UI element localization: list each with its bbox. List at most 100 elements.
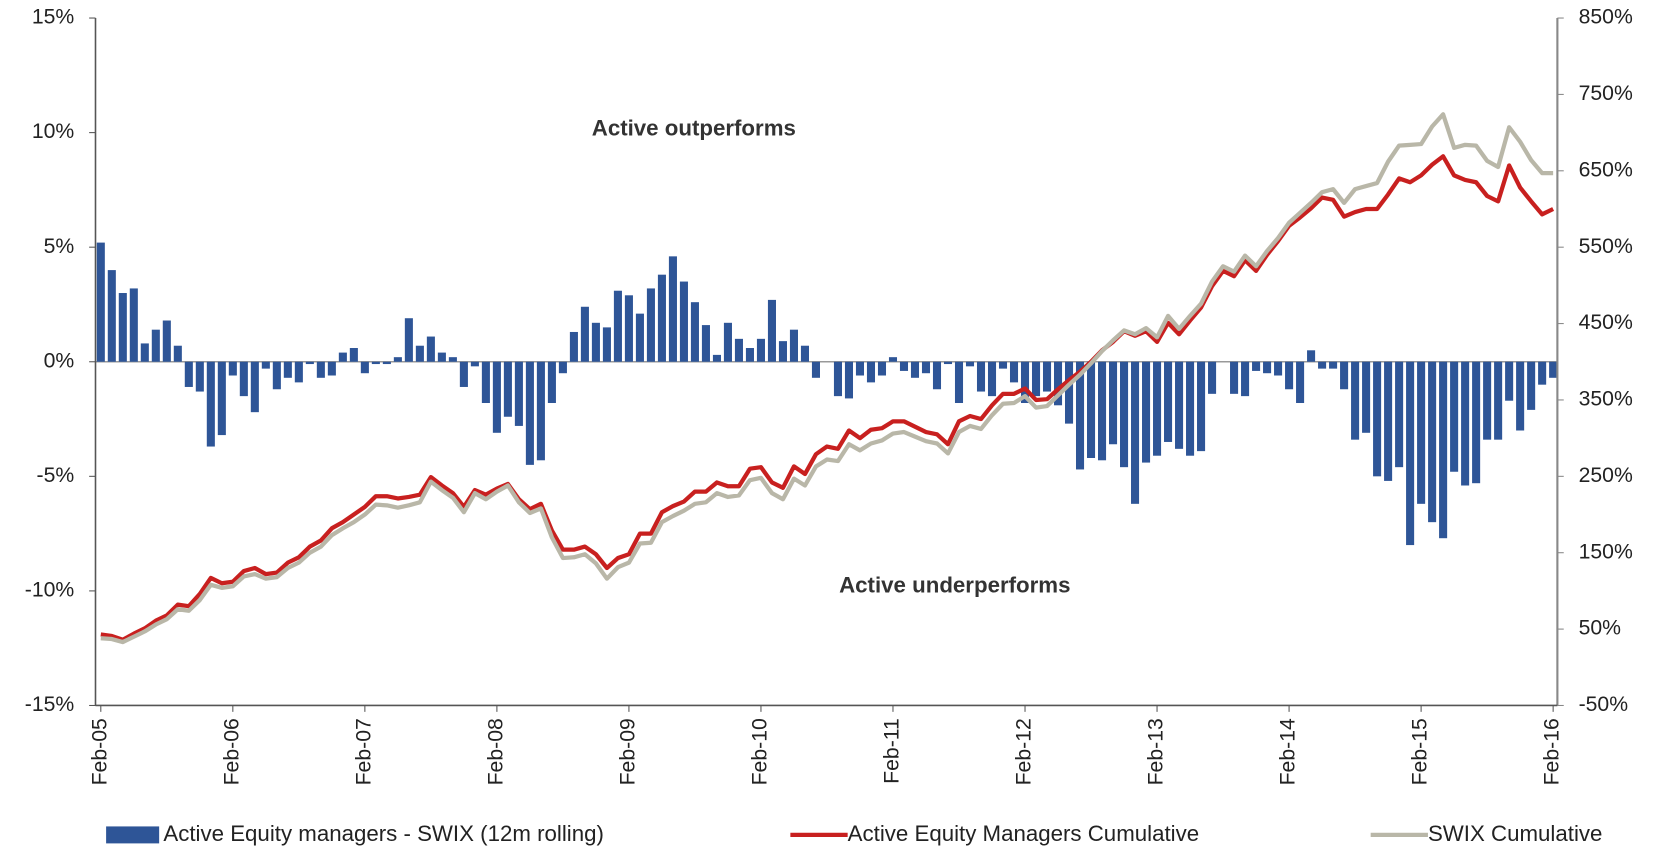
bar <box>1318 361 1327 369</box>
bar <box>1153 361 1162 456</box>
line <box>100 154 1555 642</box>
y2-tick-label: 850% <box>1579 6 1633 29</box>
y2-tick-label: 450% <box>1579 311 1633 334</box>
bar <box>1109 361 1118 445</box>
bar <box>547 361 556 404</box>
bar <box>1053 361 1063 406</box>
bar <box>723 322 732 362</box>
bar <box>624 295 633 362</box>
bar <box>789 329 798 362</box>
y2-tick-label: 250% <box>1579 464 1633 487</box>
bar <box>525 361 534 465</box>
bar <box>679 281 688 362</box>
x-tick-label: Feb-09 <box>617 718 640 785</box>
bar <box>1417 361 1426 504</box>
bar <box>1373 361 1382 477</box>
bar <box>1384 361 1393 481</box>
bar <box>1020 361 1030 404</box>
y2-tick-label: 150% <box>1579 540 1633 563</box>
bar <box>195 361 204 392</box>
bar <box>921 361 931 374</box>
y2-tick-label: 350% <box>1579 388 1633 411</box>
bar <box>327 361 336 376</box>
bar <box>1086 361 1096 458</box>
bar <box>173 345 182 362</box>
y2-tick-label: 550% <box>1579 235 1633 258</box>
bar <box>261 361 270 369</box>
bar <box>360 361 369 374</box>
bar <box>1406 361 1415 546</box>
bar <box>1274 361 1283 376</box>
y2-tick-label: 50% <box>1579 617 1622 640</box>
bar <box>734 338 743 362</box>
bar <box>1549 361 1558 378</box>
bar <box>690 302 699 362</box>
bar <box>1142 361 1151 463</box>
bar <box>1031 361 1041 397</box>
bar <box>1197 361 1206 452</box>
bar <box>998 361 1008 369</box>
bar <box>844 361 854 399</box>
bar <box>470 361 479 367</box>
bar <box>1164 361 1173 442</box>
bar <box>569 331 578 362</box>
y-tick-label: 0% <box>44 349 75 372</box>
bar <box>140 343 149 362</box>
bar <box>1472 361 1481 484</box>
y2-tick-label: -50% <box>1579 693 1629 716</box>
bar <box>393 357 402 362</box>
legend-label: Active Equity managers - SWIX (12m rolli… <box>163 821 604 846</box>
x-tick-label: Feb-15 <box>1409 718 1432 785</box>
bar <box>943 361 953 365</box>
bar <box>855 361 865 376</box>
bar <box>888 357 898 362</box>
bar <box>1483 361 1492 440</box>
bar <box>1009 361 1019 383</box>
bar <box>1285 361 1294 390</box>
bar <box>492 361 501 433</box>
legend-label: Active Equity Managers Cumulative <box>848 821 1199 846</box>
bar <box>206 361 215 447</box>
bar <box>877 361 887 376</box>
bar <box>712 354 721 362</box>
bar <box>129 288 138 362</box>
bar <box>646 288 655 362</box>
bar <box>459 361 468 387</box>
bar <box>965 361 975 367</box>
y-tick-label: 10% <box>32 120 75 143</box>
bar <box>1516 361 1525 431</box>
bar <box>1296 361 1305 404</box>
bar <box>1351 361 1360 440</box>
bar <box>1252 361 1261 371</box>
bar <box>1208 361 1217 394</box>
x-tick-label: Feb-11 <box>881 718 904 784</box>
x-tick-label: Feb-10 <box>749 718 772 785</box>
bar <box>283 361 292 378</box>
bar <box>184 361 193 387</box>
bar <box>745 348 754 362</box>
bar <box>250 361 259 413</box>
plot-area <box>95 112 1558 645</box>
bar <box>1538 361 1547 385</box>
legend-label: SWIX Cumulative <box>1428 821 1602 846</box>
bar <box>767 299 776 362</box>
bar <box>1450 361 1459 472</box>
bar <box>602 327 611 362</box>
bar <box>151 329 160 362</box>
y-tick-label: -15% <box>25 693 75 716</box>
legend-swatch <box>106 826 160 844</box>
bar <box>1120 361 1129 468</box>
x-tick-label: Feb-16 <box>1541 718 1564 785</box>
bar <box>481 361 490 404</box>
bar <box>217 361 226 436</box>
annotation: Active outperforms <box>592 115 796 140</box>
bar <box>1098 361 1107 461</box>
bar <box>756 338 765 362</box>
bar <box>349 348 358 362</box>
bar <box>866 361 876 383</box>
bar <box>371 361 380 365</box>
bar <box>657 274 666 362</box>
bar <box>1042 361 1052 392</box>
legend: Active Equity managers - SWIX (12m rolli… <box>106 821 1602 846</box>
